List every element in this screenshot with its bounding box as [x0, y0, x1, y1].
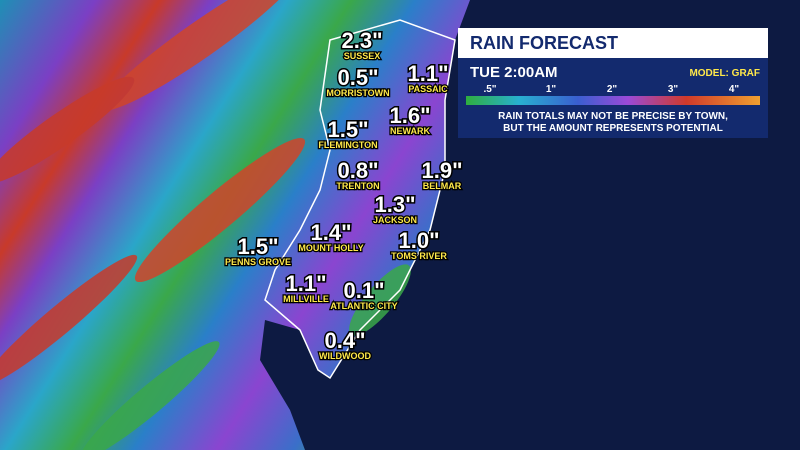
town-name: MOUNT HOLLY: [298, 243, 363, 253]
legend-label: .5": [483, 84, 496, 95]
heavy-rain-bands: [0, 0, 411, 450]
rain-total: 1.1": [285, 271, 326, 296]
state-border: [264, 19, 456, 380]
rain-total: 1.5": [327, 117, 368, 142]
town-name: FLEMINGTON: [318, 140, 377, 150]
town-name: BELMAR: [423, 181, 462, 191]
legend-label: 2": [607, 84, 618, 95]
rain-total: 1.6": [389, 103, 430, 128]
town-name: MORRISTOWN: [326, 88, 389, 98]
town-name: WILDWOOD: [319, 351, 371, 361]
rain-total: 1.4": [310, 220, 351, 245]
panel-title-bar: [458, 28, 768, 58]
town-name: JACKSON: [373, 215, 417, 225]
town-name: TOMS RIVER: [391, 251, 447, 261]
rain-total: 0.1": [343, 278, 384, 303]
rain-total: 0.5": [337, 65, 378, 90]
disclaimer: RAIN TOTALS MAY NOT BE PRECISE BY TOWN,: [498, 111, 728, 122]
rain-total: 2.3": [341, 28, 382, 53]
rain-total: 0.4": [324, 328, 365, 353]
rain-total: 1.1": [407, 61, 448, 86]
rain-total: 1.5": [237, 234, 278, 259]
legend-bar: [466, 96, 760, 105]
legend-label: 1": [546, 84, 557, 95]
panel-title: RAIN FORECAST: [470, 33, 618, 53]
forecast-time: TUE 2:00AM: [470, 64, 558, 81]
legend-label: 4": [729, 84, 740, 95]
town-name: TRENTON: [336, 181, 379, 191]
rain-total: 0.8": [337, 158, 378, 183]
rain-total: 1.0": [398, 228, 439, 253]
town-name: NEWARK: [390, 126, 430, 136]
land-rain: [0, 0, 470, 450]
town-name: MILLVILLE: [283, 294, 329, 304]
town-name: PASSAIC: [408, 84, 448, 94]
town-name: ATLANTIC CITY: [330, 301, 397, 311]
model: MODEL: GRAF: [689, 68, 760, 79]
town-name: SUSSEX: [344, 51, 381, 61]
town-name: PENNS GROVE: [225, 257, 291, 267]
rain-total: 1.9": [421, 158, 462, 183]
disclaimer: BUT THE AMOUNT REPRESENTS POTENTIAL: [503, 123, 723, 134]
rain-total: 1.3": [374, 192, 415, 217]
legend-label: 3": [668, 84, 679, 95]
